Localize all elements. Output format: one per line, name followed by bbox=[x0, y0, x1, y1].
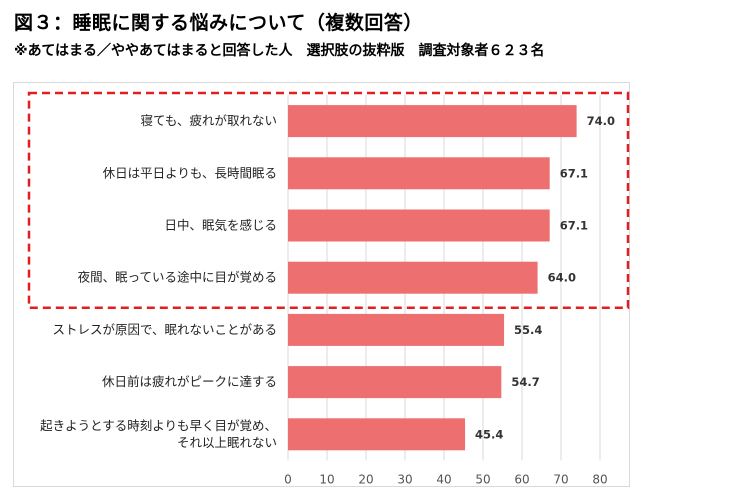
data-label: 67.1 bbox=[560, 166, 588, 180]
category-label: 休日は平日よりも、長時間眠る bbox=[103, 165, 277, 180]
bar bbox=[288, 261, 538, 294]
bar bbox=[288, 209, 550, 242]
x-tick-label: 10 bbox=[319, 472, 334, 486]
x-tick-label: 0 bbox=[284, 472, 292, 486]
x-tick-label: 60 bbox=[514, 472, 529, 486]
category-label: 起きようとする時刻よりも早く目が覚め、 bbox=[40, 418, 277, 433]
data-label: 55.4 bbox=[514, 323, 542, 337]
bar bbox=[288, 157, 550, 190]
x-tick-label: 30 bbox=[397, 472, 412, 486]
data-label: 67.1 bbox=[560, 219, 588, 233]
category-label: それ以上眠れない bbox=[177, 435, 277, 450]
data-label: 54.7 bbox=[511, 375, 539, 389]
category-label: 夜間、眠っている途中に目が覚める bbox=[78, 270, 277, 285]
highlight-box bbox=[27, 91, 630, 310]
category-label: 寝ても、疲れが取れない bbox=[140, 113, 277, 128]
data-label: 64.0 bbox=[548, 271, 576, 285]
category-label: 日中、眠気を感じる bbox=[164, 218, 277, 233]
chart-title: 図３：睡眠に関する悩みについて（複数回答） bbox=[14, 12, 423, 34]
x-tick-label: 50 bbox=[475, 472, 490, 486]
chart-subtitle: ※あてはまる／ややあてはまると回答した人 選択肢の抜粋版 調査対象者６２３名 bbox=[14, 43, 545, 59]
data-label: 74.0 bbox=[587, 114, 615, 128]
bar bbox=[288, 313, 505, 346]
category-label: ストレスが原因で、眠れないことがある bbox=[52, 322, 277, 337]
bar bbox=[288, 105, 577, 138]
x-tick-label: 80 bbox=[592, 472, 607, 486]
x-tick-label: 40 bbox=[436, 472, 451, 486]
category-label: 休日前は疲れがピークに達する bbox=[102, 374, 277, 389]
x-tick-label: 20 bbox=[358, 472, 373, 486]
x-tick-label: 70 bbox=[553, 472, 568, 486]
chart-frame bbox=[13, 82, 630, 487]
bar bbox=[288, 418, 466, 451]
bar bbox=[288, 366, 502, 399]
data-label: 45.4 bbox=[475, 427, 503, 441]
